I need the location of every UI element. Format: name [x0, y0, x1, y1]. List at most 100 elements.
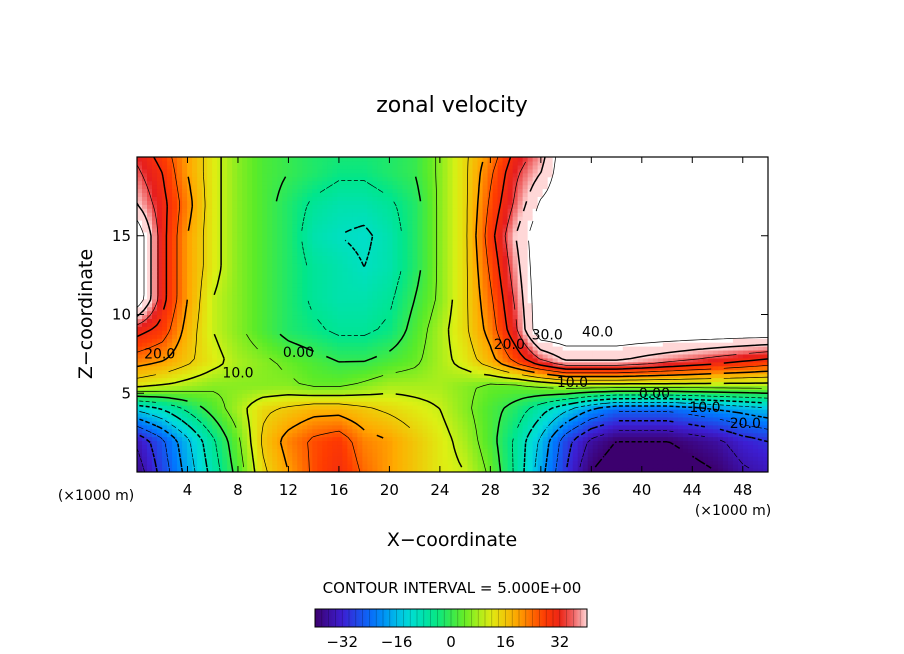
field-cell	[347, 326, 353, 331]
field-cell	[402, 369, 409, 375]
field-cell	[377, 330, 383, 335]
field-cell	[762, 322, 768, 327]
field-cell	[202, 338, 208, 343]
field-cell	[257, 385, 263, 390]
field-cell	[412, 456, 419, 461]
field-cell	[537, 405, 544, 410]
field-cell	[532, 440, 539, 446]
field-cell	[652, 416, 659, 422]
field-cell	[512, 440, 519, 446]
field-cell	[732, 432, 739, 438]
field-cell	[687, 346, 694, 351]
field-cell	[552, 361, 559, 367]
field-cell	[232, 393, 238, 398]
field-cell	[572, 460, 579, 465]
field-cell	[147, 405, 153, 410]
field-cell	[327, 357, 333, 363]
field-cell	[477, 420, 484, 426]
field-cell	[307, 342, 313, 347]
field-cell	[502, 385, 509, 390]
field-cell	[377, 405, 383, 410]
field-cell	[637, 420, 644, 426]
field-cell	[647, 416, 654, 422]
field-cell	[217, 353, 223, 359]
field-cell	[292, 326, 298, 331]
field-cell	[562, 389, 569, 394]
field-cell	[502, 468, 509, 472]
field-cell	[762, 385, 768, 390]
field-cell	[527, 432, 534, 438]
field-cell	[492, 353, 499, 359]
field-cell	[382, 353, 388, 359]
field-cell	[342, 448, 348, 453]
field-cell	[352, 468, 358, 472]
field-cell	[307, 397, 313, 402]
field-cell	[257, 416, 263, 422]
field-cell	[317, 330, 323, 335]
field-cell	[417, 357, 424, 363]
field-cell	[192, 416, 198, 422]
field-cell	[747, 365, 754, 371]
field-cell	[407, 381, 414, 386]
field-cell	[547, 334, 554, 339]
field-cell	[607, 346, 614, 351]
field-cell	[642, 401, 649, 406]
field-cell	[237, 318, 243, 323]
field-cell	[322, 440, 328, 446]
field-cell	[287, 381, 293, 386]
field-cell	[422, 314, 429, 320]
field-cell	[327, 377, 333, 383]
field-cell	[507, 361, 514, 367]
field-cell	[522, 353, 529, 359]
field-cell	[682, 448, 689, 453]
field-cell	[397, 357, 404, 363]
field-cell	[402, 405, 409, 410]
field-cell	[217, 412, 223, 418]
field-cell	[177, 409, 183, 414]
field-cell	[507, 412, 514, 418]
field-cell	[757, 361, 764, 367]
field-cell	[142, 424, 148, 430]
field-cell	[347, 401, 353, 406]
field-cell	[197, 346, 203, 351]
field-cell	[682, 353, 689, 359]
field-cell	[407, 353, 414, 359]
field-cell	[742, 353, 749, 359]
field-cell	[292, 460, 298, 465]
field-cell	[167, 428, 173, 434]
field-cell	[242, 432, 248, 438]
field-cell	[137, 436, 143, 442]
field-cell	[247, 381, 253, 386]
field-cell	[362, 353, 368, 359]
field-cell	[667, 416, 674, 422]
field-cell	[642, 338, 649, 343]
field-cell	[347, 460, 353, 465]
field-cell	[282, 428, 288, 434]
field-cell	[532, 460, 539, 465]
field-cell	[737, 468, 744, 472]
field-cell	[647, 397, 654, 402]
field-cell	[167, 326, 173, 331]
field-cell	[142, 334, 148, 339]
field-cell	[147, 326, 153, 331]
field-cell	[742, 409, 749, 414]
field-cell	[552, 424, 559, 430]
field-cell	[222, 452, 228, 457]
field-cell	[427, 377, 434, 383]
field-cell	[147, 342, 153, 347]
field-cell	[207, 385, 213, 390]
field-cell	[672, 460, 679, 465]
field-cell	[287, 412, 293, 418]
field-cell	[262, 412, 268, 418]
field-cell	[697, 468, 704, 472]
field-cell	[762, 409, 768, 414]
field-cell	[162, 322, 168, 327]
field-cell	[277, 338, 283, 343]
field-cell	[392, 377, 399, 383]
field-cell	[237, 424, 243, 430]
field-cell	[162, 385, 168, 390]
field-cell	[252, 314, 258, 320]
field-cell	[567, 377, 574, 383]
field-cell	[237, 460, 243, 465]
field-cell	[652, 460, 659, 465]
